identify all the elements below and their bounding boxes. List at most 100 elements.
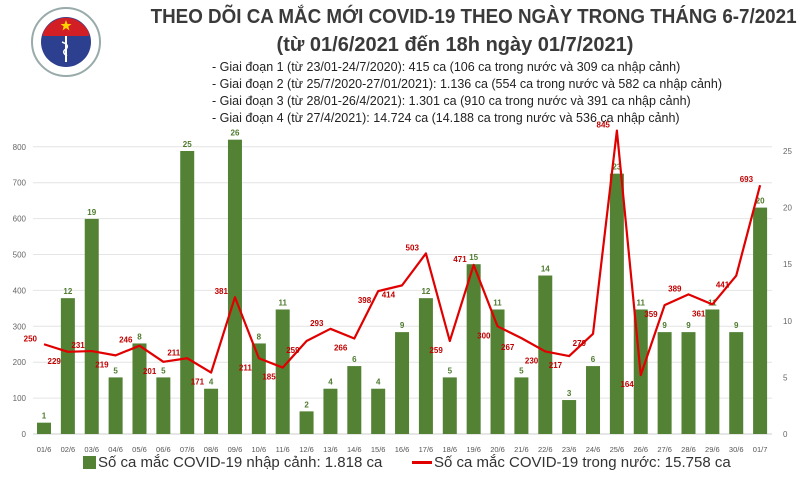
line-data-label: 217 [549,361,563,370]
bar [156,377,171,434]
bar [275,309,290,434]
left-axis-tick: 0 [22,430,27,439]
bar-label: 4 [209,378,214,387]
bar [347,366,362,434]
bar-label: 14 [541,265,550,274]
line-data-label: 381 [215,287,229,296]
bar [84,218,99,434]
phase-3-text: - Giai đoạn 3 (từ 28/01-26/4/2021): 1.30… [212,94,691,108]
line-data-label: 267 [501,343,515,352]
line-data-label: 503 [406,243,420,252]
bar-label: 8 [137,332,142,341]
bar [609,173,624,434]
line-data-label: 414 [382,290,396,299]
right-axis-tick: 10 [783,317,792,326]
x-axis-tick: 13/6 [323,445,338,454]
legend-swatch-bar [83,456,96,469]
line-data-label: 693 [740,175,754,184]
x-axis-tick: 06/6 [156,445,171,454]
bar [705,309,720,434]
x-axis-tick: 18/6 [442,445,457,454]
bar-label: 12 [63,287,72,296]
bar-label: 9 [400,321,405,330]
bar [657,332,672,434]
x-axis-tick: 08/6 [204,445,219,454]
x-axis-tick: 01/7 [753,445,768,454]
bar-label: 5 [113,366,118,375]
line-data-label: 266 [334,344,348,353]
bar [586,366,601,434]
line-data-label: 359 [644,310,658,319]
domestic-cases-line [43,129,762,377]
chart-subtitle-row: (từ 01/6/2021 đến 18h ngày 01/7/2021) [130,33,780,57]
x-axis-tick: 20/6 [490,445,505,454]
bar-label: 9 [662,321,667,330]
bar-label: 15 [469,253,478,262]
right-axis-tick: 0 [783,430,788,439]
line-data-label: 246 [119,336,133,345]
x-axis-tick: 19/6 [466,445,481,454]
x-axis-tick: 30/6 [729,445,744,454]
x-axis-tick: 25/6 [610,445,625,454]
bar-label: 1 [42,412,47,421]
legend-swatch-line [412,461,432,464]
right-axis-tick: 15 [783,260,792,269]
line-data-label: 211 [239,363,252,372]
x-axis-tick: 24/6 [586,445,601,454]
bar-label: 26 [231,129,240,138]
left-axis-tick: 700 [13,179,27,188]
line-data-label: 441 [716,281,730,290]
bar [562,400,577,434]
bar [442,377,457,434]
bar-label: 4 [376,378,381,387]
bar [681,332,696,434]
x-axis-tick: 15/6 [371,445,386,454]
bar-label: 6 [591,355,596,364]
bar-label: 9 [734,321,739,330]
bar-label: 9 [686,321,691,330]
chart-title: THEO DÕI CA MẮC MỚI COVID-19 THEO NGÀY T… [150,6,797,28]
line-data-label: 845 [597,121,611,130]
line-data-label: 471 [453,255,467,264]
ministry-of-health-logo [31,7,101,77]
line-data-label: 171 [191,378,205,387]
bar-label: 5 [519,366,524,375]
bar-label: 25 [183,140,192,149]
phase-2-text: - Giai đoạn 2 (từ 25/7/2020-27/01/2021):… [212,77,722,91]
bar [395,332,410,434]
legend-item-imported: Số ca mắc COVID-19 nhập cảnh: 1.818 ca [83,454,382,471]
line-data-label: 201 [143,367,157,376]
left-axis-tick: 800 [13,143,27,152]
x-axis-tick: 05/6 [132,445,147,454]
bar [180,151,195,434]
phase-4-text: - Giai đoạn 4 (từ 27/4/2021): 14.724 ca … [212,111,680,125]
right-axis-tick: 5 [783,373,788,382]
bar [60,298,75,434]
phase-1-text: - Giai đoạn 1 (từ 23/01-24/7/2020): 415 … [212,60,681,74]
bar-label: 2 [304,400,309,409]
x-axis-tick: 10/6 [252,445,267,454]
bar-label: 6 [352,355,357,364]
x-axis-tick: 26/6 [633,445,648,454]
bar-label: 11 [637,298,646,307]
line-data-label: 164 [620,380,634,389]
bar [204,388,219,434]
legend-item-domestic: Số ca mắc COVID-19 trong nước: 15.758 ca [412,454,731,471]
left-axis-tick: 600 [13,215,27,224]
line-data-label: 211 [167,348,180,357]
line-data-label: 219 [95,360,109,369]
bar [418,298,433,434]
x-axis-tick: 09/6 [228,445,243,454]
x-axis-tick: 11/6 [276,445,290,454]
x-axis-tick: 12/6 [299,445,314,454]
bar [108,377,123,434]
line-data-label: 300 [477,331,491,340]
bar-label: 8 [257,332,262,341]
line-data-label: 293 [310,319,324,328]
line-data-label: 231 [71,341,85,350]
bar [251,343,266,434]
x-axis-tick: 21/6 [514,445,529,454]
x-axis-tick: 14/6 [347,445,362,454]
